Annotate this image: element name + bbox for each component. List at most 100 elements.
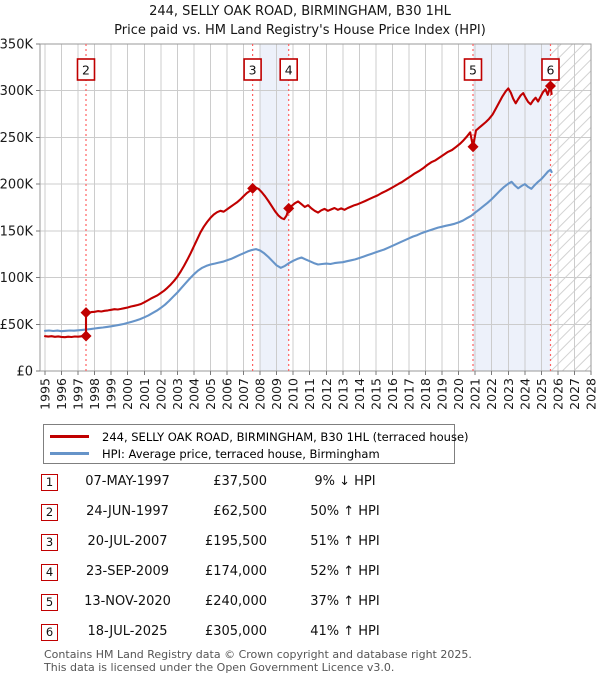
x-tick-label: 2025	[534, 378, 549, 410]
x-tick-label: 2000	[120, 378, 135, 410]
plot-border	[39, 43, 592, 372]
property-line-swatch	[50, 435, 89, 438]
x-tick-label: 2013	[335, 378, 350, 410]
sale-date: 24-JUN-1997	[86, 504, 169, 519]
sale-row-1: 1 07-MAY-1997 £37,500 9% ↓ HPI	[40, 470, 560, 500]
footer-line-2: This data is licensed under the Open Gov…	[44, 660, 395, 674]
x-tick-label: 2007	[236, 378, 251, 410]
x-tick-label: 2008	[253, 378, 268, 410]
sale-vs-hpi: 51% ↑ HPI	[310, 534, 380, 549]
sale-vs-hpi: 41% ↑ HPI	[310, 624, 380, 639]
sale-flag-label-5: 5	[469, 63, 477, 78]
sale-date: 07-MAY-1997	[85, 474, 170, 489]
sale-row-5: 5 13-NOV-2020 £240,000 37% ↑ HPI	[40, 590, 560, 620]
x-tick-label: 2024	[517, 378, 532, 410]
y-tick-label: £300K	[0, 84, 33, 99]
x-tick-label: 2016	[385, 378, 400, 410]
x-tick-label: 2002	[153, 378, 168, 410]
sale-marker-3	[247, 182, 259, 194]
sale-flag-label-6: 6	[547, 63, 555, 78]
sale-marker-2	[80, 307, 92, 319]
x-tick-label: 2009	[269, 378, 284, 410]
sale-row-4: 4 23-SEP-2009 £174,000 52% ↑ HPI	[40, 560, 560, 590]
y-tick-label: £200K	[0, 178, 33, 193]
legend-item-0: 244, SELLY OAK ROAD, BIRMINGHAM, B30 1HL…	[44, 428, 469, 445]
legend-label: HPI: Average price, terraced house, Birm…	[102, 446, 380, 461]
y-tick-label: £50K	[0, 318, 33, 333]
x-tick-label: 2023	[501, 378, 516, 410]
x-tick-label: 2001	[137, 378, 152, 410]
x-tick-label: 2005	[203, 378, 218, 410]
sale-flag-box-3	[243, 58, 262, 81]
sale-vs-hpi: 9% ↓ HPI	[314, 474, 376, 489]
sale-date: 13-NOV-2020	[84, 594, 171, 609]
sale-price: £62,500	[213, 504, 267, 519]
x-tick-label: 2003	[170, 378, 185, 410]
sale-flag-label-2: 2	[82, 63, 90, 78]
sale-flag-box-5	[463, 58, 483, 81]
sale-date: 20-JUL-2007	[87, 534, 168, 549]
sale-price: £305,000	[204, 624, 267, 639]
x-tick-label: 2010	[286, 378, 301, 410]
hpi-line-swatch	[50, 452, 89, 455]
sale-marker-6	[544, 80, 556, 92]
y-tick-label: £100K	[0, 271, 33, 286]
sale-number-badge: 5	[41, 594, 58, 611]
sale-row-3: 3 20-JUL-2007 £195,500 51% ↑ HPI	[40, 530, 560, 560]
sale-vs-hpi: 50% ↑ HPI	[310, 504, 380, 519]
x-tick-label: 2004	[186, 378, 201, 410]
x-tick-label: 2019	[435, 378, 450, 410]
x-tick-label: 2015	[368, 378, 383, 410]
sale-price: £174,000	[204, 564, 267, 579]
footer-line-1: Contains HM Land Registry data © Crown c…	[44, 648, 472, 661]
sale-row-2: 2 24-JUN-1997 £62,500 50% ↑ HPI	[40, 500, 560, 530]
price-history-chart: £0 £50K £100K £150K £200K £250K £300K £350K 1995…	[0, 38, 599, 410]
sale-flag-box-4	[279, 58, 299, 81]
sales-table: 1 07-MAY-1997 £37,500 9% ↓ HPI 2 24-JUN-1997 £…	[40, 470, 560, 650]
y-tick-label: £350K	[0, 38, 33, 53]
x-tick-label: 2006	[220, 378, 235, 410]
chart-subtitle: Price paid vs. HM Land Registry's House …	[114, 23, 486, 38]
x-tick-label: 1995	[38, 378, 53, 410]
sale-flag-label-3: 3	[249, 63, 257, 78]
x-tick-label: 1996	[54, 378, 69, 410]
chart-title: 244, SELLY OAK ROAD, BIRMINGHAM, B30 1HL	[149, 4, 451, 19]
sale-date: 18-JUL-2025	[87, 624, 168, 639]
x-tick-label: 2021	[468, 378, 483, 410]
sale-flag-box-2	[76, 58, 96, 81]
sale-vs-hpi: 52% ↑ HPI	[310, 564, 380, 579]
x-tick-label: 2022	[484, 378, 499, 410]
sale-marker-4	[283, 202, 295, 214]
legend-label: 244, SELLY OAK ROAD, BIRMINGHAM, B30 1HL…	[102, 429, 469, 444]
sale-price: £195,500	[204, 534, 267, 549]
sale-price: £37,500	[213, 474, 267, 489]
sale-number-badge: 2	[41, 504, 58, 521]
x-tick-label: 1997	[71, 378, 86, 410]
sale-number-badge: 4	[41, 564, 58, 581]
sale-price: £240,000	[204, 594, 267, 609]
sale-marker-1	[80, 330, 92, 342]
x-tick-label: 1998	[87, 378, 102, 410]
x-tick-label: 2028	[584, 378, 599, 410]
hpi-shaded-band	[260, 44, 289, 371]
x-tick-label: 2026	[550, 378, 565, 410]
sale-marker-5	[467, 141, 479, 153]
chart-header: 244, SELLY OAK ROAD, BIRMINGHAM, B30 1HL…	[0, 4, 600, 38]
future-hatch-region	[551, 44, 591, 371]
sale-vs-hpi: 37% ↑ HPI	[310, 594, 380, 609]
license-footer: Contains HM Land Registry data © Crown c…	[44, 648, 472, 674]
sale-row-6: 6 18-JUL-2025 £305,000 41% ↑ HPI	[40, 620, 560, 650]
y-tick-label: £0	[16, 365, 33, 380]
sale-flag-label-4: 4	[285, 63, 293, 78]
x-tick-label: 1999	[104, 378, 119, 410]
hpi-line	[43, 168, 553, 333]
sale-flag-box-6	[541, 58, 560, 81]
chart-legend: 244, SELLY OAK ROAD, BIRMINGHAM, B30 1HL…	[43, 424, 469, 464]
x-tick-label: 2014	[352, 378, 367, 410]
x-tick-label: 2020	[451, 378, 466, 410]
x-tick-label: 2012	[319, 378, 334, 410]
sale-number-badge: 1	[41, 474, 58, 491]
x-tick-label: 2018	[418, 378, 433, 410]
legend-item-1: HPI: Average price, terraced house, Birm…	[44, 445, 454, 462]
